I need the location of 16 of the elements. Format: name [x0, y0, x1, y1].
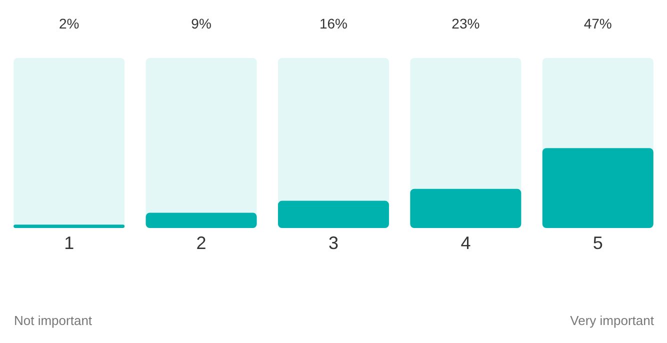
data-label: 23% — [452, 16, 480, 32]
data-label: 9% — [191, 16, 212, 32]
bar — [410, 188, 522, 228]
data-label: 16% — [319, 16, 348, 32]
x-tick-label: 4 — [460, 232, 471, 253]
data-label: 2% — [58, 16, 80, 32]
bar — [278, 200, 389, 228]
text: Not important — [14, 313, 92, 328]
bar — [146, 212, 257, 228]
bar — [14, 224, 125, 228]
x-tick-label: 3 — [328, 232, 339, 253]
text: Very important — [570, 313, 654, 328]
data-label: 47% — [584, 16, 612, 32]
x-tick-label: 2 — [196, 232, 206, 253]
x-tick-label: 1 — [64, 232, 74, 253]
x-tick-label: 5 — [592, 232, 603, 253]
